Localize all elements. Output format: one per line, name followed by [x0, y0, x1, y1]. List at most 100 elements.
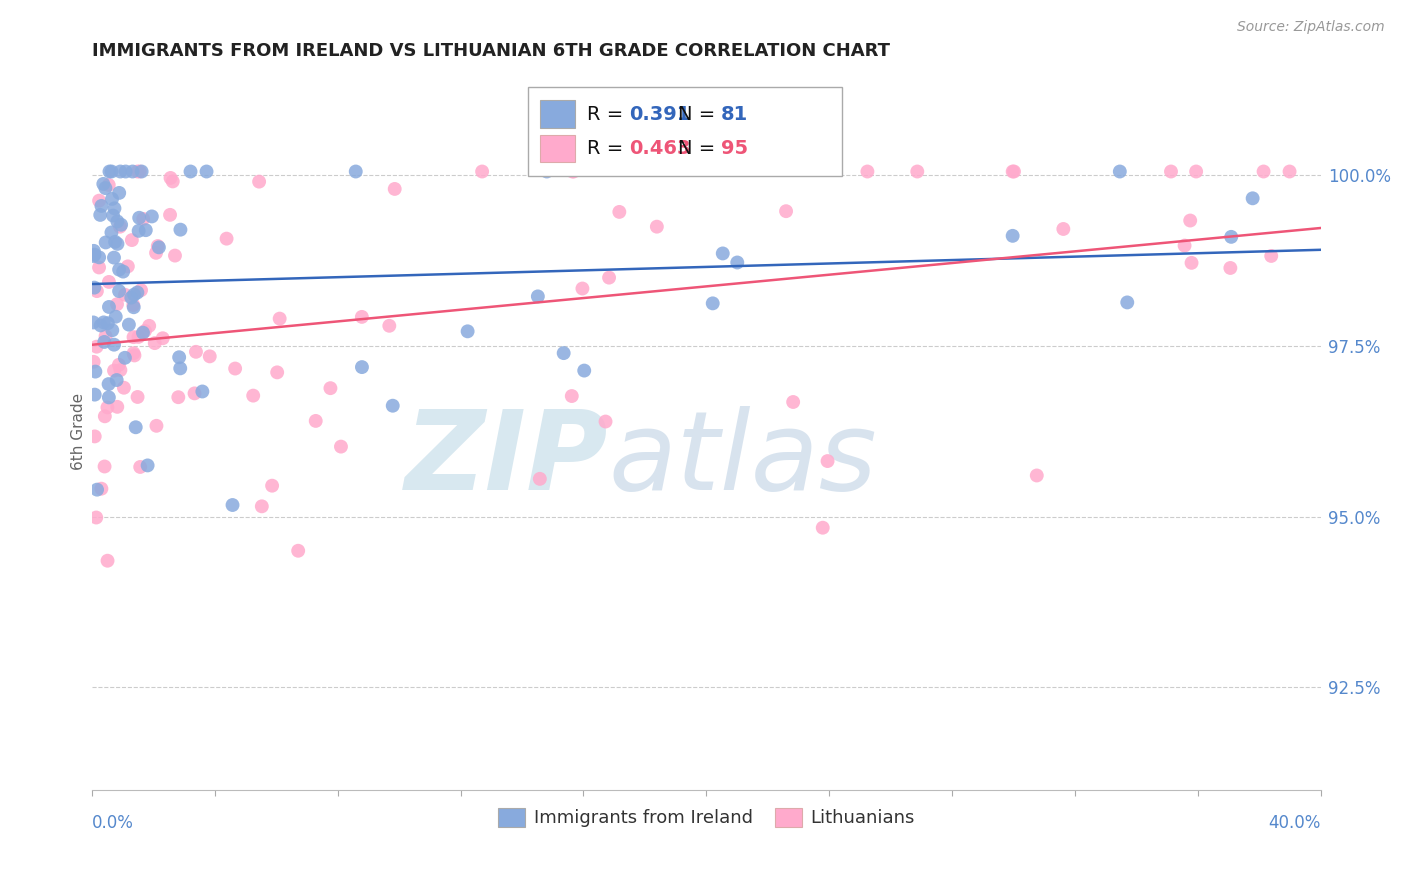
Point: [103, 337, 125, 351]
Point: [169, 361, 191, 376]
Point: [104, 235, 127, 249]
Point: [598, 270, 620, 285]
Point: [97, 316, 120, 330]
Point: [122, 298, 145, 312]
Point: [87, 194, 110, 208]
Point: [1219, 260, 1241, 275]
Point: [112, 381, 135, 395]
Point: [108, 262, 131, 277]
Point: [93, 315, 115, 329]
Point: [330, 440, 353, 454]
Point: [84, 510, 107, 524]
Point: [132, 326, 155, 340]
Point: [90, 318, 112, 333]
Point: [103, 363, 125, 377]
Point: [305, 414, 328, 428]
Text: Source: ZipAtlas.com: Source: ZipAtlas.com: [1237, 20, 1385, 34]
Point: [107, 236, 129, 251]
Point: [571, 281, 593, 295]
Point: [1002, 164, 1025, 178]
Point: [384, 182, 406, 196]
Point: [83, 429, 105, 443]
Point: [1180, 213, 1202, 227]
Point: [134, 324, 156, 338]
Point: [114, 164, 136, 178]
Point: [527, 289, 550, 303]
Point: [97, 178, 120, 192]
Text: IMMIGRANTS FROM IRELAND VS LITHUANIAN 6TH GRADE CORRELATION CHART: IMMIGRANTS FROM IRELAND VS LITHUANIAN 6T…: [91, 42, 890, 60]
Point: [122, 346, 145, 360]
Point: [191, 384, 214, 399]
Point: [1160, 164, 1182, 178]
Point: [105, 297, 128, 311]
Text: 0.0%: 0.0%: [91, 814, 134, 832]
Point: [344, 164, 367, 178]
Bar: [529, 87, 842, 177]
Point: [118, 318, 141, 332]
Point: [146, 239, 169, 253]
Point: [775, 204, 797, 219]
Point: [350, 360, 373, 375]
Point: [1185, 164, 1208, 178]
Point: [145, 418, 167, 433]
Point: [108, 284, 131, 298]
Point: [711, 246, 734, 260]
Point: [96, 401, 118, 415]
Point: [101, 323, 124, 337]
Point: [97, 377, 120, 392]
Point: [224, 361, 246, 376]
Point: [152, 331, 174, 345]
Point: [83, 244, 105, 258]
Point: [561, 164, 583, 178]
Text: 81: 81: [721, 104, 748, 123]
Point: [319, 381, 342, 395]
Point: [1260, 249, 1282, 263]
Point: [782, 395, 804, 409]
Point: [138, 318, 160, 333]
Point: [381, 399, 404, 413]
Point: [574, 363, 596, 377]
Point: [125, 420, 148, 434]
Point: [287, 543, 309, 558]
Point: [91, 177, 114, 191]
Point: [94, 409, 117, 424]
Point: [110, 218, 132, 232]
Point: [1278, 164, 1301, 178]
Point: [179, 164, 201, 178]
Point: [128, 164, 150, 178]
Point: [122, 287, 145, 301]
Point: [108, 358, 131, 372]
Text: 0.391: 0.391: [628, 104, 690, 123]
Point: [702, 296, 724, 310]
Point: [84, 365, 107, 379]
Point: [141, 210, 163, 224]
Point: [1001, 228, 1024, 243]
Point: [1025, 468, 1047, 483]
Point: [121, 164, 143, 178]
Point: [221, 498, 243, 512]
Point: [1220, 230, 1243, 244]
Point: [90, 199, 112, 213]
Point: [127, 330, 149, 344]
Point: [1001, 164, 1024, 178]
Point: [83, 355, 105, 369]
Text: N =: N =: [678, 139, 721, 158]
Point: [159, 208, 181, 222]
Point: [135, 223, 157, 237]
Point: [242, 389, 264, 403]
Point: [86, 284, 108, 298]
Point: [100, 164, 122, 178]
Point: [198, 350, 221, 364]
Point: [105, 373, 128, 387]
Point: [97, 391, 120, 405]
Text: 0.463: 0.463: [628, 139, 690, 158]
Point: [121, 233, 143, 247]
Point: [250, 500, 273, 514]
Point: [247, 175, 270, 189]
Text: atlas: atlas: [607, 407, 877, 514]
Point: [905, 164, 928, 178]
Point: [132, 211, 155, 226]
Text: R =: R =: [588, 104, 630, 123]
Point: [93, 459, 115, 474]
Point: [1174, 238, 1197, 252]
